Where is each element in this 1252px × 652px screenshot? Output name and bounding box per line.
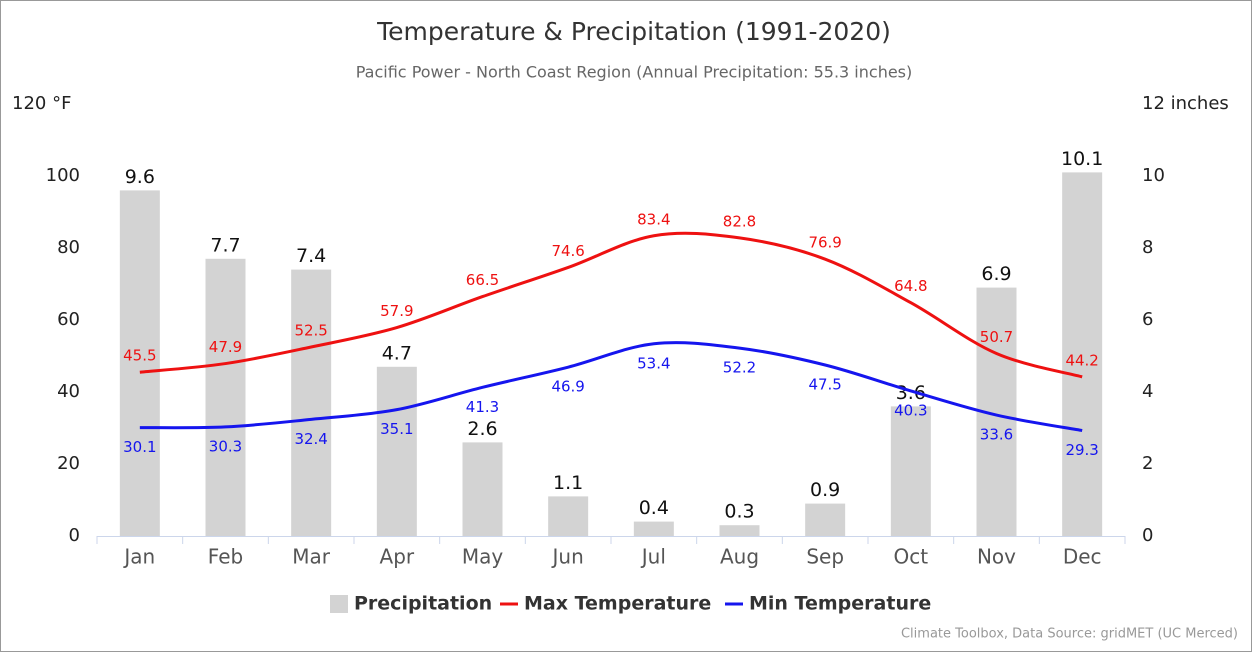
y2-tick-label: 6 xyxy=(1142,309,1153,330)
y-tick-label: 120 °F xyxy=(12,93,71,114)
bar-label: 6.9 xyxy=(981,263,1011,285)
line-label: 32.4 xyxy=(294,430,327,448)
y-tick-label: 100 xyxy=(46,165,80,186)
legend-label: Min Temperature xyxy=(749,593,931,615)
legend-label: Max Temperature xyxy=(524,593,711,615)
bar-label: 0.9 xyxy=(810,479,840,501)
y2-tick-label: 12 inches xyxy=(1142,93,1229,114)
line-label: 82.8 xyxy=(723,212,756,230)
bar-label: 4.7 xyxy=(382,342,412,364)
line-label: 45.5 xyxy=(123,347,156,365)
x-tick-label: Nov xyxy=(977,545,1016,569)
chart-subtitle: Pacific Power - North Coast Region (Annu… xyxy=(356,63,913,82)
line-label: 47.9 xyxy=(209,338,242,356)
bar xyxy=(633,521,674,536)
bar-label: 10.1 xyxy=(1061,148,1103,170)
credit: Climate Toolbox, Data Source: gridMET (U… xyxy=(901,627,1238,642)
bar-label: 7.4 xyxy=(296,245,326,267)
chart-title: Temperature & Precipitation (1991-2020) xyxy=(376,17,891,46)
x-tick-label: Oct xyxy=(894,545,929,569)
line xyxy=(139,341,1083,432)
bar-label: 9.6 xyxy=(125,166,155,188)
line-label: 47.5 xyxy=(808,376,841,394)
bar-label: 1.1 xyxy=(553,472,583,494)
x-tick-label: Feb xyxy=(208,545,243,569)
y-tick-label: 0 xyxy=(69,525,80,546)
bar xyxy=(462,442,503,536)
x-tick-label: Apr xyxy=(380,545,415,569)
bar xyxy=(890,406,931,536)
legend-label: Precipitation xyxy=(354,593,492,615)
x-tick-label: May xyxy=(462,545,504,569)
x-tick-label: Sep xyxy=(806,545,844,569)
x-tick-label: Jul xyxy=(640,545,666,569)
y2-tick-label: 4 xyxy=(1142,381,1153,402)
line-label: 44.2 xyxy=(1065,351,1098,369)
line-label: 52.2 xyxy=(723,359,756,377)
bar xyxy=(205,258,246,536)
y2-tick-label: 0 xyxy=(1142,525,1153,546)
bar xyxy=(548,496,589,536)
bar-label: 2.6 xyxy=(467,418,497,440)
line-label: 29.3 xyxy=(1065,441,1098,459)
bar xyxy=(719,525,760,536)
bar-label: 0.3 xyxy=(724,501,754,523)
bar xyxy=(805,503,846,536)
line-label: 46.9 xyxy=(551,378,584,396)
line-label: 41.3 xyxy=(466,398,499,416)
y2-tick-label: 10 xyxy=(1142,165,1165,186)
line xyxy=(139,231,1083,379)
line-label: 30.1 xyxy=(123,438,156,456)
x-tick-label: Dec xyxy=(1063,545,1102,569)
x-tick-label: Aug xyxy=(720,545,759,569)
line-label: 33.6 xyxy=(980,426,1013,444)
y-tick-label: 80 xyxy=(57,237,80,258)
line-label: 74.6 xyxy=(551,242,584,260)
x-tick-label: Mar xyxy=(292,545,331,569)
bar-label: 0.4 xyxy=(639,497,669,519)
y-tick-label: 20 xyxy=(57,453,80,474)
line-label: 76.9 xyxy=(808,234,841,252)
line-label: 83.4 xyxy=(637,210,670,228)
line-label: 30.3 xyxy=(209,437,242,455)
line-label: 64.8 xyxy=(894,277,927,295)
bar xyxy=(291,269,332,536)
y2-tick-label: 2 xyxy=(1142,453,1153,474)
bar xyxy=(119,190,160,536)
x-tick-label: Jun xyxy=(551,545,584,569)
bar xyxy=(1062,172,1103,536)
bar xyxy=(376,366,417,536)
line-label: 52.5 xyxy=(294,322,327,340)
legend-swatch xyxy=(330,595,348,613)
line-label: 57.9 xyxy=(380,302,413,320)
bar-label: 7.7 xyxy=(210,234,240,256)
line-label: 53.4 xyxy=(637,354,670,372)
y-tick-label: 60 xyxy=(57,309,80,330)
line-label: 66.5 xyxy=(466,271,499,289)
line-label: 50.7 xyxy=(980,328,1013,346)
y-tick-label: 40 xyxy=(57,381,80,402)
line-label: 35.1 xyxy=(380,420,413,438)
line-label: 40.3 xyxy=(894,401,927,419)
x-tick-label: Jan xyxy=(122,545,155,569)
y2-tick-label: 8 xyxy=(1142,237,1153,258)
